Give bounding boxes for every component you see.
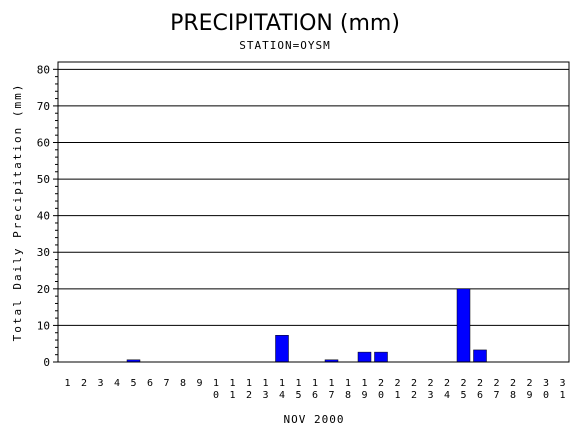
x-tick-label: 9 <box>361 390 367 401</box>
x-tick-label: 1 <box>295 378 301 389</box>
x-tick-label: 3 <box>427 390 433 401</box>
x-tick-label: 1 <box>229 378 235 389</box>
x-tick-label: 3 <box>543 378 549 389</box>
x-tick-label: 0 <box>378 390 384 401</box>
x-tick-label: 2 <box>460 378 466 389</box>
x-axis-label: NOV 2000 <box>284 413 345 426</box>
bar-day-25 <box>456 288 471 363</box>
x-tick-label: 1 <box>246 378 252 389</box>
x-tick-label: 1 <box>394 390 400 401</box>
x-tick-label: 7 <box>493 390 499 401</box>
chart-subtitle: STATION=OYSM <box>239 39 330 52</box>
x-tick-label: 1 <box>328 378 334 389</box>
y-tick-label: 10 <box>37 319 50 332</box>
chart-title: PRECIPITATION (mm) <box>170 11 400 36</box>
x-tick-label: 2 <box>394 378 400 389</box>
y-axis-label: Total Daily Precipitation (mm) <box>11 83 24 342</box>
x-tick-label: 2 <box>444 378 450 389</box>
bar-day-26 <box>473 349 487 363</box>
y-tick-label: 70 <box>37 100 50 113</box>
x-tick-label: 1 <box>312 378 318 389</box>
x-tick-label: 5 <box>295 390 301 401</box>
x-tick-label: 6 <box>477 390 483 401</box>
x-tick-label: 2 <box>526 378 532 389</box>
plot-frame <box>57 61 570 363</box>
x-tick-label: 8 <box>345 390 351 401</box>
x-tick-labels: 1 2 3 4 5 6 7 8 9 1011121314151617181920212223242… <box>64 378 565 401</box>
y-tick-label: 30 <box>37 246 50 259</box>
x-tick-label: 2 <box>411 390 417 401</box>
x-tick-label: 1 <box>279 378 285 389</box>
x-tick-label: 5 <box>460 390 466 401</box>
x-tick-label: 1 <box>262 378 268 389</box>
x-tick-label: 2 <box>427 378 433 389</box>
x-tick-label: 1 <box>559 390 565 401</box>
x-tick-label: 6 <box>147 378 153 389</box>
x-tick-label: 0 <box>543 390 549 401</box>
y-tick-label: 60 <box>37 136 50 149</box>
x-tick-label: 4 <box>444 390 450 401</box>
x-tick-label: 7 <box>163 378 169 389</box>
bar-day-14 <box>275 335 289 363</box>
y-tick-label: 0 <box>43 356 50 369</box>
x-tick-label: 5 <box>130 378 136 389</box>
y-tick-label: 40 <box>37 210 50 223</box>
x-tick-label: 2 <box>246 390 252 401</box>
x-tick-label: 1 <box>64 378 70 389</box>
x-tick-label: 8 <box>180 378 186 389</box>
x-tick-label: 2 <box>493 378 499 389</box>
x-tick-label: 1 <box>345 378 351 389</box>
x-tick-label: 3 <box>559 378 565 389</box>
x-tick-label: 6 <box>312 390 318 401</box>
y-tick-label: 50 <box>37 173 50 186</box>
x-tick-label: 9 <box>526 390 532 401</box>
x-tick-label: 1 <box>213 378 219 389</box>
y-tick-label: 20 <box>37 283 50 296</box>
x-tick-label: 0 <box>213 390 219 401</box>
x-tick-label: 4 <box>114 378 120 389</box>
x-tick-label: 8 <box>510 390 516 401</box>
y-tick-label: 80 <box>37 63 50 76</box>
grid-lines <box>58 68 569 326</box>
x-tick-label: 1 <box>361 378 367 389</box>
x-tick-label: 2 <box>477 378 483 389</box>
bar-day-20 <box>374 351 388 363</box>
x-tick-label: 2 <box>378 378 384 389</box>
x-tick-label: 1 <box>229 390 235 401</box>
x-tick-label: 9 <box>196 378 202 389</box>
bar-day-19 <box>357 351 372 363</box>
x-tick-label: 3 <box>262 390 268 401</box>
x-tick-label: 4 <box>279 390 285 401</box>
x-tick-label: 7 <box>328 390 334 401</box>
x-tick-label: 2 <box>81 378 87 389</box>
x-tick-label: 2 <box>510 378 516 389</box>
x-tick-label: 3 <box>97 378 103 389</box>
x-tick-label: 2 <box>411 378 417 389</box>
y-tick-labels: 0 10 20 30 40 50 60 70 80 <box>37 63 58 369</box>
